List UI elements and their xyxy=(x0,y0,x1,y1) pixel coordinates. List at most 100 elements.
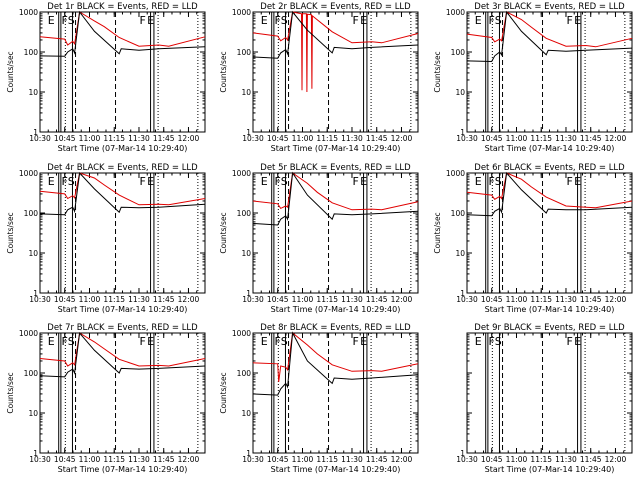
y-tick-label: 1000 xyxy=(19,329,38,338)
chart-title: Det 6r BLACK = Events, RED = LLD xyxy=(474,163,625,173)
y-tick-label: 100 xyxy=(451,48,466,57)
x-tick-label: 11:30 xyxy=(341,455,363,464)
x-tick-label: 10:45 xyxy=(267,134,289,143)
interval-label: S xyxy=(495,175,502,188)
y-tick-label: 10 xyxy=(241,88,251,97)
y-tick-label: 10 xyxy=(241,409,251,418)
x-tick-label: 11:00 xyxy=(506,455,528,464)
chart-title: Det 1r BLACK = Events, RED = LLD xyxy=(47,2,198,12)
series-events-line xyxy=(39,171,206,216)
interval-label: E xyxy=(574,14,581,27)
x-tick-label: 12:00 xyxy=(178,455,200,464)
chart-panel: Det 1r BLACK = Events, RED = LLD 1 10 100 10… xyxy=(6,2,206,153)
interval-label: F xyxy=(61,175,67,188)
interval-label: F xyxy=(140,175,146,188)
interval-label: F xyxy=(61,14,67,27)
x-axis-label: Start Time (07-Mar-14 10:29:40) xyxy=(271,144,401,153)
y-tick-label: 1000 xyxy=(232,169,251,178)
interval-label: F xyxy=(488,335,494,348)
x-tick-label: 11:00 xyxy=(506,295,528,304)
chart-title: Det 5r BLACK = Events, RED = LLD xyxy=(260,163,411,173)
interval-label: E xyxy=(48,175,55,188)
interval-label: F xyxy=(567,175,573,188)
y-tick-label: 1 xyxy=(460,449,465,458)
x-axis-label: Start Time (07-Mar-14 10:29:40) xyxy=(58,465,188,474)
chart-panel: Det 2r BLACK = Events, RED = LLD 1 10 100 10… xyxy=(219,2,419,153)
x-tick-label: 11:15 xyxy=(103,295,125,304)
y-tick-label: 1 xyxy=(460,289,465,298)
interval-label: E xyxy=(261,335,268,348)
chart-panel: Det 4r BLACK = Events, RED = LLD 1 10 100 10… xyxy=(6,163,206,314)
y-tick-label: 100 xyxy=(237,48,252,57)
x-tick-label: 10:30 xyxy=(242,134,264,143)
chart-panel: Det 6r BLACK = Events, RED = LLD 1 10 100 10… xyxy=(433,163,633,314)
interval-label: E xyxy=(48,14,55,27)
y-tick-label: 1 xyxy=(33,128,38,137)
chart-panel: Det 7r BLACK = Events, RED = LLD 1 10 100 10… xyxy=(6,323,206,474)
x-tick-label: 10:30 xyxy=(29,134,51,143)
y-tick-label: 1000 xyxy=(446,169,465,178)
x-tick-label: 12:00 xyxy=(605,295,627,304)
x-tick-label: 10:30 xyxy=(456,295,478,304)
x-tick-label: 11:45 xyxy=(153,455,175,464)
series-events-line xyxy=(252,171,419,226)
interval-label: F xyxy=(488,14,494,27)
chart-title: Det 9r BLACK = Events, RED = LLD xyxy=(474,323,625,333)
x-tick-label: 11:15 xyxy=(530,134,552,143)
x-tick-label: 11:45 xyxy=(580,295,602,304)
x-tick-label: 10:45 xyxy=(54,134,76,143)
x-tick-label: 11:45 xyxy=(366,134,388,143)
interval-label: F xyxy=(353,14,359,27)
x-tick-label: 10:45 xyxy=(481,134,503,143)
x-tick-label: 11:45 xyxy=(366,295,388,304)
interval-label: F xyxy=(274,175,280,188)
y-tick-label: 1000 xyxy=(19,169,38,178)
y-axis-label: Counts/sec xyxy=(6,212,15,253)
interval-label: F xyxy=(353,175,359,188)
x-tick-label: 11:45 xyxy=(580,455,602,464)
x-tick-label: 11:30 xyxy=(128,295,150,304)
series-lld-line xyxy=(39,11,206,47)
series-lld-line xyxy=(252,172,419,211)
chart-title: Det 2r BLACK = Events, RED = LLD xyxy=(260,2,411,12)
y-tick-label: 10 xyxy=(28,88,38,97)
interval-label: S xyxy=(281,175,288,188)
x-axis-label: Start Time (07-Mar-14 10:29:40) xyxy=(485,144,615,153)
plot-frame xyxy=(252,172,419,294)
plot-frame xyxy=(252,332,419,454)
y-tick-label: 1000 xyxy=(19,8,38,17)
series-events-line xyxy=(39,10,206,57)
plot-frame xyxy=(466,172,633,294)
interval-label: E xyxy=(574,335,581,348)
y-axis-label: Counts/sec xyxy=(219,372,228,413)
series-lld-line xyxy=(39,172,206,206)
x-tick-label: 11:00 xyxy=(79,134,101,143)
plot-frame xyxy=(466,11,633,133)
x-tick-label: 11:30 xyxy=(128,455,150,464)
y-tick-label: 1 xyxy=(33,449,38,458)
x-axis-label: Start Time (07-Mar-14 10:29:40) xyxy=(271,465,401,474)
x-tick-label: 11:00 xyxy=(292,295,314,304)
x-tick-label: 11:00 xyxy=(506,134,528,143)
y-tick-label: 100 xyxy=(237,209,252,218)
interval-label: S xyxy=(495,14,502,27)
plot-frame xyxy=(252,11,419,133)
y-tick-label: 1000 xyxy=(232,329,251,338)
interval-label: F xyxy=(140,14,146,27)
interval-label: E xyxy=(261,14,268,27)
x-tick-label: 12:00 xyxy=(391,295,413,304)
y-tick-label: 100 xyxy=(24,48,39,57)
chart-panel: Det 8r BLACK = Events, RED = LLD 1 10 100 10… xyxy=(219,323,419,474)
x-tick-label: 11:45 xyxy=(153,295,175,304)
interval-label: E xyxy=(147,14,154,27)
x-tick-label: 11:45 xyxy=(366,455,388,464)
interval-label: E xyxy=(360,175,367,188)
x-tick-label: 11:15 xyxy=(103,134,125,143)
x-tick-label: 11:00 xyxy=(79,455,101,464)
interval-label: E xyxy=(360,14,367,27)
chart-title: Det 8r BLACK = Events, RED = LLD xyxy=(260,323,411,333)
y-axis-label: Counts/sec xyxy=(219,51,228,92)
series-lld-line xyxy=(252,11,419,93)
interval-label: S xyxy=(495,335,502,348)
series-events-line xyxy=(252,10,419,59)
